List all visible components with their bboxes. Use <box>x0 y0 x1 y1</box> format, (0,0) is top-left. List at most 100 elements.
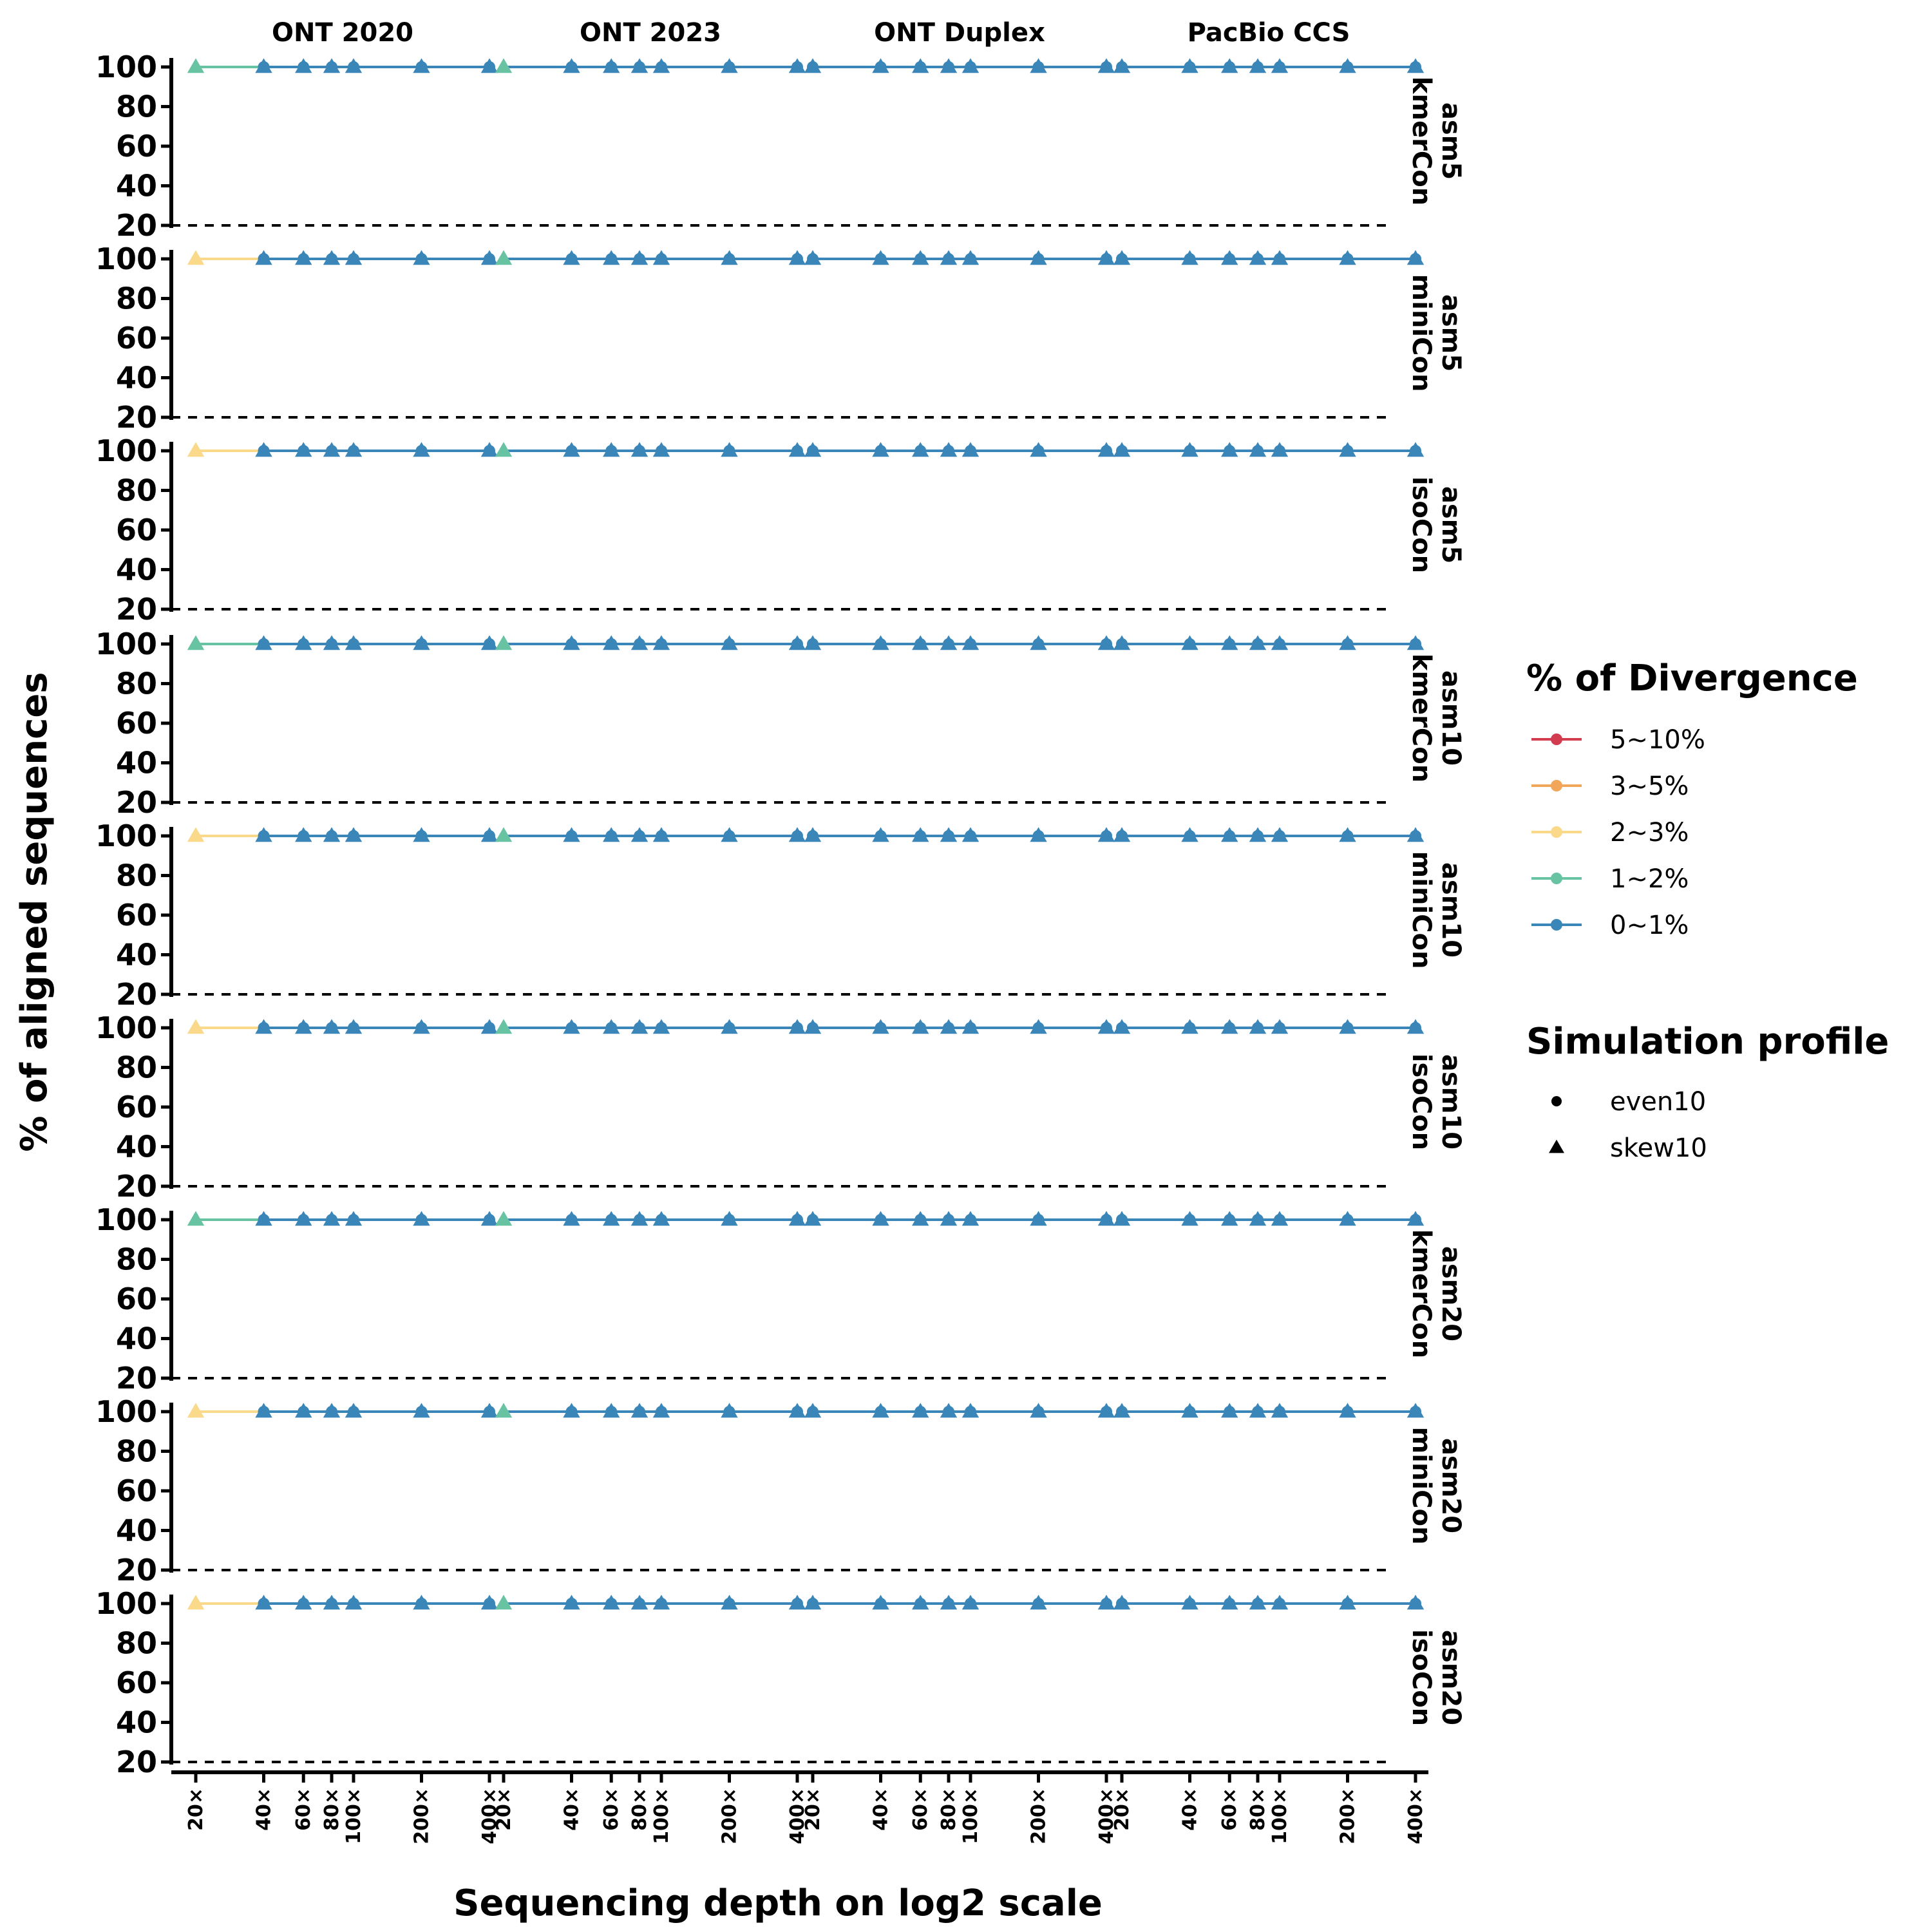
data-point-skew10 <box>1339 1595 1356 1610</box>
data-point-skew10 <box>345 1403 363 1418</box>
panel-7-ont-2023 <box>495 1403 806 1418</box>
divergence-legend-entry-3-5: 3~5% <box>1531 772 1689 801</box>
data-point-skew10 <box>1030 442 1047 457</box>
data-point-skew10 <box>652 827 670 842</box>
panel-4-ont-2020 <box>187 827 498 842</box>
data-point-skew10-1-2 <box>187 58 205 73</box>
data-point-skew10 <box>1339 827 1356 842</box>
data-point-skew10 <box>1113 1211 1131 1226</box>
data-point-skew10 <box>1097 58 1115 73</box>
row-strip-bottom-7: miniCon <box>1406 1427 1436 1545</box>
x-axis-title: Sequencing depth on log2 scale <box>453 1882 1103 1924</box>
data-point-skew10 <box>1249 1019 1267 1034</box>
data-point-skew10 <box>255 1403 272 1418</box>
data-point-skew10 <box>652 1595 670 1610</box>
data-point-skew10 <box>1030 827 1047 842</box>
x-tick-label: 400× <box>786 1788 809 1844</box>
data-point-skew10 <box>1339 1211 1356 1226</box>
data-point-skew10 <box>1113 635 1131 650</box>
data-point-skew10-1-2 <box>495 58 513 73</box>
data-point-skew10 <box>480 250 498 265</box>
data-point-skew10 <box>1271 635 1289 650</box>
data-point-skew10 <box>1249 250 1267 265</box>
data-point-skew10 <box>1339 442 1356 457</box>
x-tick-label: 80× <box>321 1788 343 1831</box>
data-point-skew10 <box>872 1211 889 1226</box>
y-tick-label: 80 <box>116 1050 157 1085</box>
x-tick-label: 80× <box>629 1788 651 1831</box>
data-point-skew10 <box>563 250 580 265</box>
data-point-skew10 <box>603 1211 620 1226</box>
data-point-skew10 <box>1097 250 1115 265</box>
x-tick-label: 60× <box>909 1788 932 1831</box>
data-point-skew10-2-3 <box>187 442 205 457</box>
data-point-skew10 <box>788 635 806 650</box>
data-point-skew10 <box>563 635 580 650</box>
data-point-skew10 <box>804 1019 822 1034</box>
row-strip-top-0: asm5 <box>1436 102 1466 180</box>
data-point-skew10 <box>1181 1403 1198 1418</box>
data-point-skew10 <box>1271 250 1289 265</box>
data-point-skew10-2-3 <box>187 250 205 265</box>
data-point-skew10 <box>480 58 498 73</box>
data-point-skew10 <box>912 250 929 265</box>
panel-7-ont-duplex <box>804 1403 1115 1418</box>
data-point-skew10 <box>603 442 620 457</box>
data-point-skew10 <box>788 1019 806 1034</box>
y-tick-label: 100 <box>95 242 157 276</box>
data-point-skew10 <box>1271 1595 1289 1610</box>
data-point-skew10 <box>721 58 738 73</box>
data-point-skew10 <box>1406 250 1425 265</box>
data-point-skew10 <box>603 1595 620 1610</box>
panel-6-ont-2020 <box>187 1211 498 1226</box>
data-point-skew10 <box>630 442 649 457</box>
data-point-skew10 <box>961 1019 980 1034</box>
data-point-skew10 <box>603 250 620 265</box>
profile-legend-entry-even10: even10 <box>1551 1087 1706 1117</box>
data-point-skew10 <box>1271 1403 1289 1418</box>
data-point-skew10 <box>721 1019 738 1034</box>
y-tick-label: 60 <box>116 1473 157 1508</box>
data-point-skew10 <box>1406 1595 1425 1610</box>
legend-swatch-point <box>1551 826 1562 838</box>
legend-label: skew10 <box>1610 1133 1707 1163</box>
data-point-skew10 <box>323 1211 341 1226</box>
data-point-skew10 <box>1221 1403 1238 1418</box>
panel-0-pacbio-ccs <box>1113 58 1425 73</box>
data-point-skew10-2-3 <box>187 1019 205 1034</box>
data-point-skew10 <box>1221 250 1238 265</box>
data-point-skew10 <box>1271 1211 1289 1226</box>
data-point-skew10 <box>961 1211 980 1226</box>
data-point-skew10 <box>323 635 341 650</box>
y-tick-label: 60 <box>116 898 157 933</box>
profile-legend-entry-skew10: skew10 <box>1549 1133 1707 1163</box>
data-point-skew10 <box>1181 1211 1198 1226</box>
data-point-skew10 <box>1030 635 1047 650</box>
data-point-skew10 <box>912 635 929 650</box>
data-point-skew10 <box>323 827 341 842</box>
data-point-skew10-1-2 <box>495 442 513 457</box>
column-header-ont-2023: ONT 2023 <box>580 18 721 48</box>
row-strip-top-1: asm5 <box>1436 294 1466 372</box>
y-tick-label: 80 <box>116 667 157 701</box>
data-point-skew10 <box>323 58 341 73</box>
y-tick-label: 60 <box>116 513 157 547</box>
legend-swatch-point <box>1551 919 1562 931</box>
x-tick-label: 200× <box>718 1788 741 1844</box>
data-point-skew10 <box>1221 827 1238 842</box>
panel-0-ont-2023 <box>495 58 806 73</box>
data-point-skew10 <box>804 1595 822 1610</box>
row-strip-top-8: asm20 <box>1436 1630 1466 1725</box>
data-point-skew10 <box>295 1019 312 1034</box>
data-point-skew10 <box>295 827 312 842</box>
row-strip-top-6: asm20 <box>1436 1246 1466 1341</box>
data-point-skew10 <box>804 827 822 842</box>
y-tick-label: 100 <box>95 50 157 84</box>
row-strip-bottom-5: isoCon <box>1406 1054 1436 1150</box>
divergence-legend-entry-5-10: 5~10% <box>1531 725 1705 755</box>
legend-label: 3~5% <box>1610 772 1689 801</box>
x-axis-ont-duplex: 20× 40× 60× 80×100× 200× 400× <box>788 1770 1119 1844</box>
data-point-skew10 <box>563 442 580 457</box>
data-point-skew10 <box>563 1403 580 1418</box>
x-axis-ont-2023: 20× 40× 60× 80×100× 200× 400× <box>479 1770 810 1844</box>
